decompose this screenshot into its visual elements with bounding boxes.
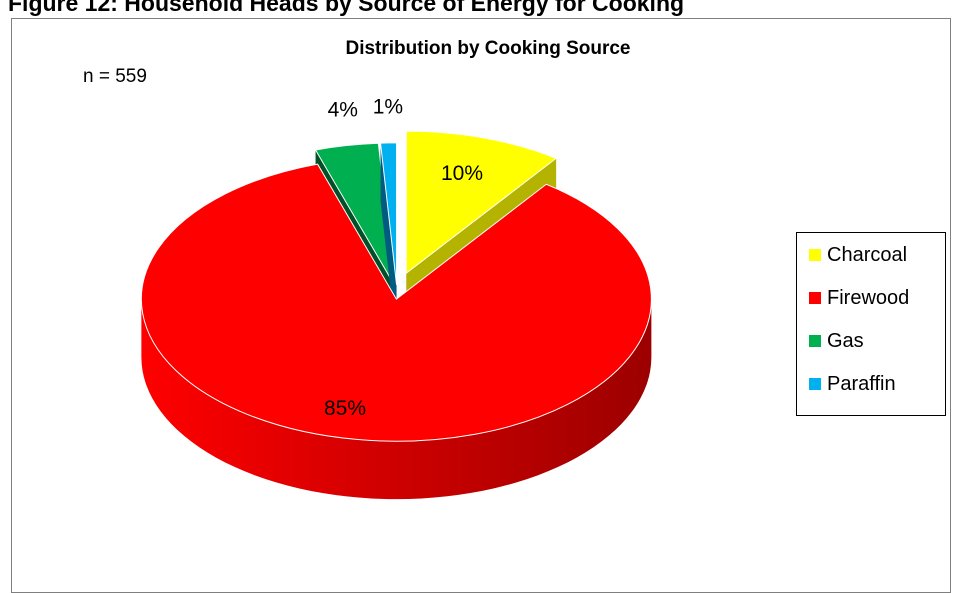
legend-item-charcoal: Charcoal bbox=[809, 243, 907, 267]
legend-swatch-firewood bbox=[809, 292, 821, 304]
data-label-charcoal: 10% bbox=[441, 162, 483, 185]
legend-swatch-paraffin bbox=[809, 378, 821, 390]
data-label-paraffin: 1% bbox=[373, 96, 403, 119]
data-label-firewood: 85% bbox=[324, 397, 366, 420]
pie-slice-charcoal-top bbox=[405, 130, 558, 275]
legend-item-firewood: Firewood bbox=[809, 286, 909, 310]
legend-label-charcoal: Charcoal bbox=[827, 243, 908, 266]
sample-size-label: n = 559 bbox=[83, 66, 147, 87]
pie-slice-firewood bbox=[140, 163, 652, 500]
legend-label-gas: Gas bbox=[827, 329, 864, 352]
pie-slice-firewood-top bbox=[140, 163, 652, 442]
legend-label-paraffin: Paraffin bbox=[827, 372, 896, 395]
legend-label-firewood: Firewood bbox=[827, 286, 910, 309]
chart-title: Distribution by Cooking Source bbox=[345, 38, 630, 59]
legend-swatch-gas bbox=[809, 335, 821, 347]
data-label-gas: 4% bbox=[328, 98, 358, 121]
pie-slice-firewood-side bbox=[141, 299, 652, 500]
legend-item-gas: Gas bbox=[809, 329, 864, 353]
legend-swatch-charcoal bbox=[809, 249, 821, 261]
legend-item-paraffin: Paraffin bbox=[809, 372, 896, 396]
pie-slice-gas-top bbox=[314, 142, 395, 286]
pie-chart: Distribution by Cooking Source n = 559 4… bbox=[83, 38, 652, 500]
figure-caption: Figure 12: Household Heads by Source of … bbox=[8, 0, 685, 16]
legend: Charcoal Firewood Gas Paraffin bbox=[796, 232, 946, 416]
pie-slice-paraffin-top bbox=[379, 142, 398, 285]
